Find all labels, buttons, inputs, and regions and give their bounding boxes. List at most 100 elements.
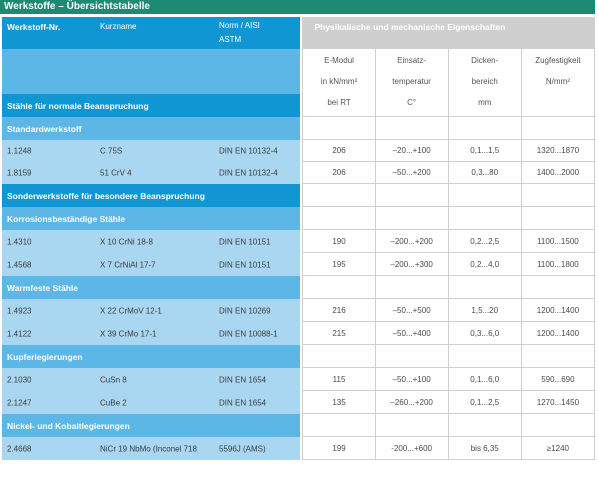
cell-zugfestigkeit: 1320...1870 bbox=[521, 140, 595, 162]
cell-nr: 1.4310 bbox=[7, 237, 32, 246]
header-col-dicke-l3: mm bbox=[478, 98, 492, 107]
cell-emodul: 115 bbox=[302, 368, 376, 391]
cell-nr: 2.4668 bbox=[7, 444, 32, 453]
header-col-temperatur-l3: C° bbox=[407, 98, 417, 107]
cell-temperatur: –50...+500 bbox=[375, 299, 449, 322]
cell-dicke: bis 6,35 bbox=[448, 437, 522, 460]
cell-norm: DIN EN 10151 bbox=[219, 237, 271, 246]
cell-norm: DIN EN 10132-4 bbox=[219, 146, 278, 156]
header-col-temperatur: Einsatz-temperatur C° bbox=[375, 49, 449, 117]
cell-temperatur: –260...+200 bbox=[375, 391, 449, 414]
cell-zugfestigkeit: 590...690 bbox=[521, 368, 595, 391]
section-normal: Stähle für normale Beanspruchung bbox=[2, 94, 301, 117]
header-left-filler bbox=[2, 49, 301, 94]
cell-emodul: 195 bbox=[302, 253, 376, 276]
cell-temperatur: –200...+300 bbox=[375, 253, 449, 276]
cell-zugfestigkeit: 1400...2000 bbox=[521, 162, 595, 184]
subsection-warmfest: Warmfeste Stähle bbox=[2, 276, 301, 299]
cell-temperatur: –50...+400 bbox=[375, 322, 449, 345]
cell-norm: DIN EN 10088-1 bbox=[219, 329, 278, 338]
cell-norm: DIN EN 10151 bbox=[219, 260, 271, 269]
cell-nr: 1.8159 bbox=[7, 168, 32, 178]
cell-nr: 1.4568 bbox=[7, 260, 32, 269]
cell-emodul: 206 bbox=[302, 162, 376, 184]
header-col-dicke-l2: bereich bbox=[471, 77, 498, 86]
cell-emodul: 199 bbox=[302, 437, 376, 460]
cell-emodul: 206 bbox=[302, 140, 376, 162]
table-row: 1.4122 X 39 CrMo 17-1 DIN EN 10088-1 215 –… bbox=[2, 322, 595, 345]
subsection-standard: Standardwerkstoff bbox=[2, 117, 301, 140]
header-left: Werkstoff-Nr. Kurzname Norm / AISI ASTM bbox=[2, 17, 301, 49]
cell-zugfestigkeit: 1200...1400 bbox=[521, 322, 595, 345]
header-col-temperatur-l1: Einsatz- bbox=[397, 56, 427, 65]
table-row: 2.1247 CuBe 2 DIN EN 1654 135 –260...+200 … bbox=[2, 391, 595, 414]
cell-emodul: 216 bbox=[302, 299, 376, 322]
table-row: 2.1030 CuSn 8 DIN EN 1654 115 –50...+100 0… bbox=[2, 368, 595, 391]
cell-dicke: 0,1...2,5 bbox=[448, 391, 522, 414]
cell-norm: 5596J (AMS) bbox=[219, 444, 266, 453]
header-properties: Physikalische und mechanische Eigenschaf… bbox=[302, 17, 595, 49]
table-row: 1.8159 51 CrV 4 DIN EN 10132-4 206 –50...+… bbox=[2, 162, 595, 184]
cell-dicke: 0,1...1,5 bbox=[448, 140, 522, 162]
cell-dicke: 1,5...20 bbox=[448, 299, 522, 322]
cell-kurzname: CuSn 8 bbox=[100, 375, 127, 384]
cell-temperatur: –200...+200 bbox=[375, 230, 449, 253]
cell-dicke: 0,3...6,0 bbox=[448, 322, 522, 345]
cell-kurzname: X 7 CrNiAl 17-7 bbox=[100, 260, 156, 269]
cell-kurzname: X 39 CrMo 17-1 bbox=[100, 329, 157, 338]
materials-table: Werkstoff-Nr. Kurzname Norm / AISI ASTM P… bbox=[2, 17, 595, 460]
cell-kurzname: NiCr 19 NbMo (Inconel 718 bbox=[100, 444, 197, 453]
cell-kurzname: X 22 CrMoV 12-1 bbox=[100, 306, 162, 315]
header-col-dicke-l1: Dicken- bbox=[471, 56, 499, 65]
cell-kurzname: C 75S bbox=[100, 146, 123, 156]
subsection-nickel: Nickel- und Kobaltlegierungen bbox=[2, 414, 301, 437]
cell-norm: DIN EN 1654 bbox=[219, 375, 267, 384]
subsection-kupfer: Kupferlegierungen bbox=[2, 345, 301, 368]
header-col-emodul: E-Modul in kN/mm² bei RT bbox=[302, 49, 376, 117]
header-col-dicke: Dicken-bereich mm bbox=[448, 49, 522, 117]
header-col-emodul-l1: E-Modul bbox=[324, 56, 354, 65]
subsection-korrosion: Korrosionsbeständige Stähle bbox=[2, 207, 301, 230]
cell-zugfestigkeit: 1100...1800 bbox=[521, 253, 595, 276]
table-row: 1.1248 C 75S DIN EN 10132-4 206 –20...+100… bbox=[2, 140, 595, 162]
cell-norm: DIN EN 10269 bbox=[219, 306, 271, 315]
cell-dicke: 0,2...4,0 bbox=[448, 253, 522, 276]
cell-nr: 1.4122 bbox=[7, 329, 32, 338]
cell-kurzname: 51 CrV 4 bbox=[100, 168, 132, 178]
header-col-zugfestigkeit: Zugfestigkeit N/mm² bbox=[521, 49, 595, 117]
cell-norm: DIN EN 1654 bbox=[219, 398, 267, 407]
cell-zugfestigkeit: ≥1240 bbox=[521, 437, 595, 460]
cell-kurzname: CuBe 2 bbox=[100, 398, 127, 407]
table-row: 2.4668 NiCr 19 NbMo (Inconel 718 5596J (AM… bbox=[2, 437, 595, 460]
cell-nr: 2.1030 bbox=[7, 375, 32, 384]
table-row: 1.4923 X 22 CrMoV 12-1 DIN EN 10269 216 –5… bbox=[2, 299, 595, 322]
cell-emodul: 215 bbox=[302, 322, 376, 345]
header-col-temperatur-l2: temperatur bbox=[392, 77, 431, 86]
header-werkstoff-nr: Werkstoff-Nr. bbox=[7, 22, 61, 32]
table-title: Werkstoffe – Übersichtstabelle bbox=[0, 0, 595, 14]
header-col-zugfestigkeit-l1: Zugfestigkeit bbox=[535, 56, 581, 65]
cell-emodul: 190 bbox=[302, 230, 376, 253]
header-col-zugfestigkeit-l2: N/mm² bbox=[545, 77, 570, 86]
cell-temperatur: -200...+600 bbox=[375, 437, 449, 460]
cell-nr: 1.1248 bbox=[7, 146, 32, 156]
cell-nr: 1.4923 bbox=[7, 306, 32, 315]
cell-dicke: 0,1...6,0 bbox=[448, 368, 522, 391]
cell-zugfestigkeit: 1200...1400 bbox=[521, 299, 595, 322]
header-norm-line1: Norm / AISI bbox=[219, 21, 260, 30]
cell-norm: DIN EN 10132-4 bbox=[219, 168, 278, 178]
cell-temperatur: –50...+100 bbox=[375, 368, 449, 391]
cell-zugfestigkeit: 1100...1500 bbox=[521, 230, 595, 253]
cell-dicke: 0,3...80 bbox=[448, 162, 522, 184]
table-row: 1.4310 X 10 CrNi 18-8 DIN EN 10151 190 –20… bbox=[2, 230, 595, 253]
section-sonder: Sonderwerkstoffe für besondere Beanspruc… bbox=[2, 184, 301, 207]
cell-dicke: 0,2...2,5 bbox=[448, 230, 522, 253]
header-kurzname: Kurzname bbox=[100, 22, 137, 31]
header-norm: Norm / AISI ASTM bbox=[219, 19, 260, 47]
header-norm-line2: ASTM bbox=[219, 35, 242, 44]
table-row: 1.4568 X 7 CrNiAl 17-7 DIN EN 10151 195 –2… bbox=[2, 253, 595, 276]
cell-nr: 2.1247 bbox=[7, 398, 32, 407]
header-col-emodul-l2: in kN/mm² bbox=[320, 77, 358, 86]
cell-kurzname: X 10 CrNi 18-8 bbox=[100, 237, 153, 246]
cell-zugfestigkeit: 1270...1450 bbox=[521, 391, 595, 414]
